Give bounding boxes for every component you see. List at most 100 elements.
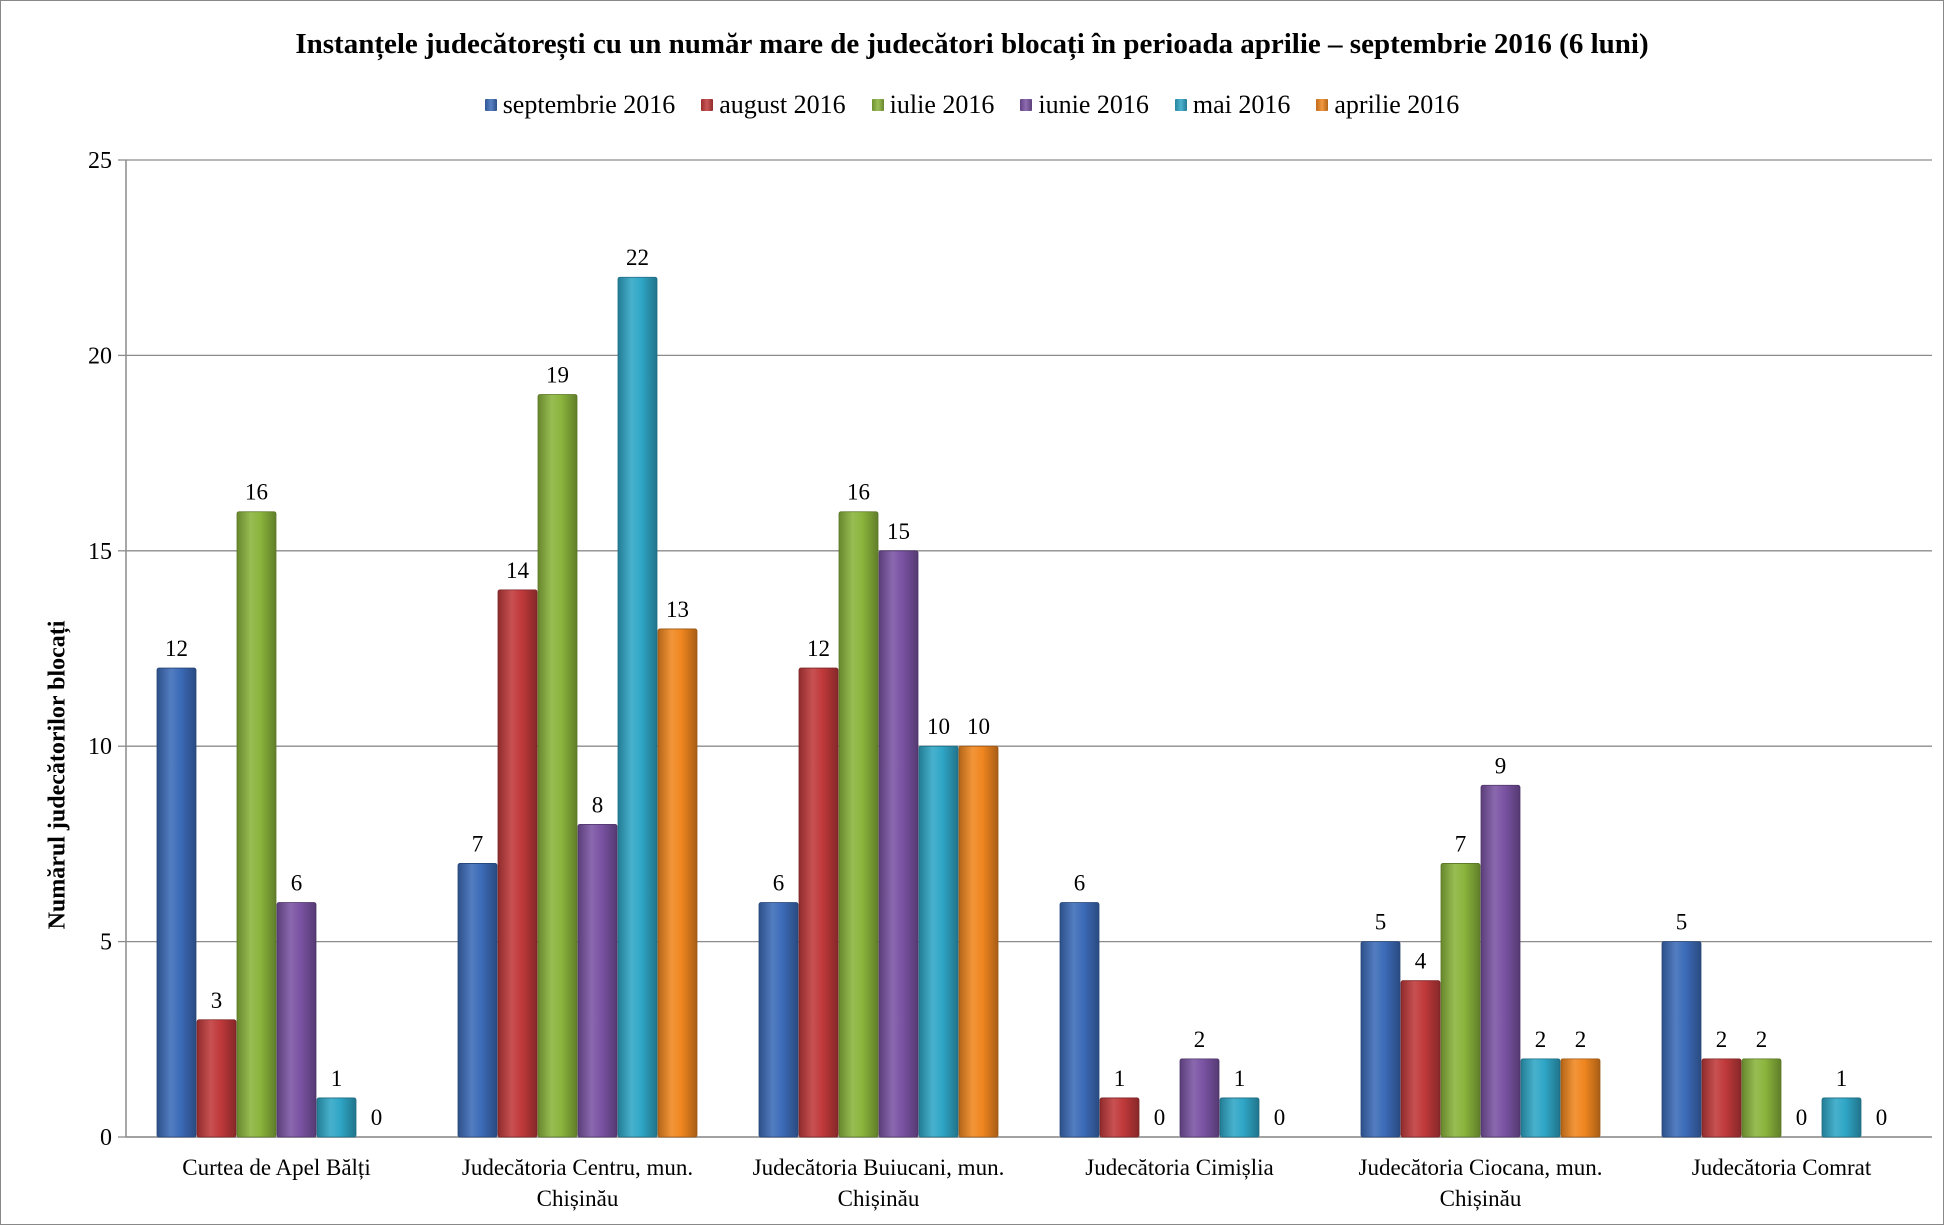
bar [1219, 1097, 1260, 1138]
bar [1179, 1058, 1220, 1138]
data-label: 1 [1836, 1066, 1848, 1091]
legend-swatch [871, 99, 884, 111]
data-label: 19 [546, 362, 569, 387]
bar [657, 628, 698, 1138]
data-label: 13 [666, 597, 689, 622]
bar [156, 667, 197, 1138]
bar [1480, 784, 1521, 1138]
bar [497, 589, 538, 1138]
data-label: 1 [1114, 1066, 1126, 1091]
data-label: 2 [1756, 1027, 1768, 1052]
legend-label: aprilie 2016 [1334, 90, 1460, 119]
x-category-label: Judecătoria Buiucani, mun. [753, 1155, 1005, 1180]
bar [457, 863, 498, 1138]
data-label: 6 [291, 871, 303, 896]
y-tick-label: 0 [100, 1125, 112, 1151]
legend-item: septembrie 2016 [484, 90, 676, 120]
data-label: 0 [1876, 1105, 1888, 1130]
data-label: 0 [1274, 1105, 1286, 1130]
bar [537, 394, 578, 1138]
data-label: 6 [1074, 871, 1086, 896]
data-label: 16 [847, 480, 870, 505]
legend-item: aprilie 2016 [1316, 90, 1459, 120]
x-category-label: Chișinău [838, 1186, 920, 1211]
data-label: 12 [165, 636, 188, 661]
bar [1059, 902, 1100, 1138]
data-label: 22 [626, 245, 649, 270]
data-label: 1 [331, 1066, 343, 1091]
legend-swatch [484, 99, 497, 111]
legend-label: august 2016 [719, 90, 846, 119]
x-category-label: Curtea de Apel Bălți [182, 1155, 370, 1180]
legend-label: mai 2016 [1192, 90, 1291, 119]
data-label: 0 [1796, 1105, 1808, 1130]
legend-label: iunie 2016 [1038, 90, 1149, 119]
bar [1821, 1097, 1862, 1138]
bar [918, 745, 959, 1138]
bar [1440, 863, 1481, 1138]
legend-item: mai 2016 [1174, 90, 1291, 120]
bar [1741, 1058, 1782, 1138]
legend-item: iunie 2016 [1020, 90, 1149, 120]
x-category-label: Chișinău [537, 1186, 619, 1211]
legend-item: august 2016 [701, 90, 846, 120]
data-label: 14 [506, 558, 530, 583]
bar [236, 511, 277, 1138]
data-label: 7 [1455, 831, 1467, 856]
data-label: 15 [887, 519, 910, 544]
bar [316, 1097, 357, 1138]
bar [276, 902, 317, 1138]
y-tick-label: 5 [100, 930, 112, 956]
y-tick-label: 20 [88, 343, 112, 369]
data-label: 2 [1716, 1027, 1728, 1052]
x-category-label: Judecătoria Centru, mun. [462, 1155, 693, 1180]
bar [838, 511, 879, 1138]
bar [1701, 1058, 1742, 1138]
data-label: 4 [1415, 949, 1427, 974]
legend-item: iulie 2016 [871, 90, 995, 120]
bar [1661, 941, 1702, 1138]
data-label: 5 [1676, 910, 1688, 935]
bar [1560, 1058, 1601, 1138]
chart-title: Instanțele judecătorești cu un număr mar… [295, 28, 1649, 60]
x-category-label: Chișinău [1440, 1186, 1522, 1211]
legend: septembrie 2016 august 2016 iulie 2016 iuni… [0, 90, 1944, 120]
bar [798, 667, 839, 1138]
x-category-label: Judecătoria Ciocana, mun. [1359, 1155, 1603, 1180]
bar [617, 276, 658, 1138]
legend-swatch [1020, 99, 1033, 111]
data-label: 0 [1154, 1105, 1166, 1130]
bar [1360, 941, 1401, 1138]
bar [1400, 980, 1441, 1138]
bar [878, 550, 919, 1138]
data-label: 6 [773, 871, 785, 896]
legend-swatch [701, 99, 714, 111]
bar [958, 745, 999, 1138]
data-label: 16 [245, 480, 268, 505]
bar [1520, 1058, 1561, 1138]
bar [758, 902, 799, 1138]
data-label: 5 [1375, 910, 1387, 935]
data-label: 1 [1234, 1066, 1246, 1091]
legend-swatch [1174, 99, 1187, 111]
data-label: 0 [371, 1105, 383, 1130]
data-label: 7 [472, 831, 484, 856]
y-tick-label: 15 [88, 539, 112, 565]
legend-swatch [1316, 99, 1329, 111]
legend-label: iulie 2016 [889, 90, 995, 119]
data-label: 12 [807, 636, 830, 661]
x-category-label: Judecătoria Comrat [1692, 1155, 1872, 1180]
data-label: 9 [1495, 753, 1507, 778]
data-label: 2 [1194, 1027, 1206, 1052]
data-label: 2 [1575, 1027, 1587, 1052]
data-label: 8 [592, 792, 604, 817]
legend-label: septembrie 2016 [502, 90, 676, 119]
bar [196, 1019, 237, 1138]
bar [1099, 1097, 1140, 1138]
data-label: 10 [927, 714, 950, 739]
data-label: 3 [211, 988, 223, 1013]
y-tick-label: 10 [88, 734, 112, 760]
x-category-label: Judecătoria Cimișlia [1085, 1155, 1273, 1180]
data-label: 10 [967, 714, 990, 739]
